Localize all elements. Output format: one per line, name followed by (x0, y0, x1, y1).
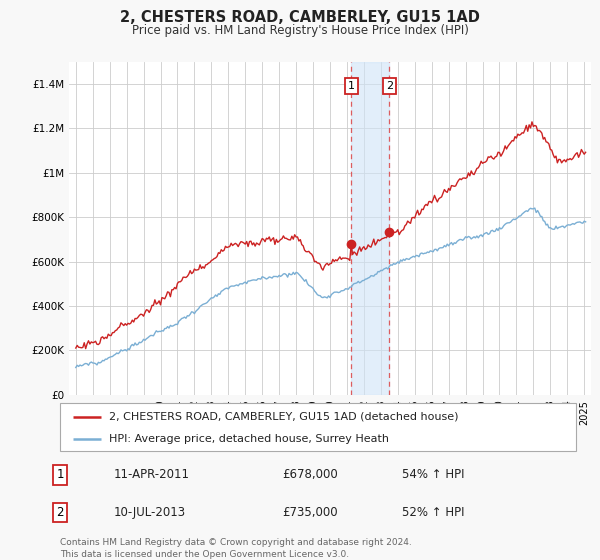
Text: 1: 1 (347, 81, 355, 91)
Text: £735,000: £735,000 (282, 506, 338, 519)
Text: Price paid vs. HM Land Registry's House Price Index (HPI): Price paid vs. HM Land Registry's House … (131, 24, 469, 36)
Text: 2: 2 (56, 506, 64, 519)
Text: 52% ↑ HPI: 52% ↑ HPI (402, 506, 464, 519)
Text: This data is licensed under the Open Government Licence v3.0.: This data is licensed under the Open Gov… (60, 550, 349, 559)
Text: £678,000: £678,000 (282, 468, 338, 482)
Text: 10-JUL-2013: 10-JUL-2013 (114, 506, 186, 519)
Bar (351, 62, 389, 395)
Text: Contains HM Land Registry data © Crown copyright and database right 2024.: Contains HM Land Registry data © Crown c… (60, 538, 412, 547)
Text: 2, CHESTERS ROAD, CAMBERLEY, GU15 1AD: 2, CHESTERS ROAD, CAMBERLEY, GU15 1AD (120, 10, 480, 25)
Text: 2: 2 (386, 81, 393, 91)
Text: 1: 1 (56, 468, 64, 482)
Text: 54% ↑ HPI: 54% ↑ HPI (402, 468, 464, 482)
Text: HPI: Average price, detached house, Surrey Heath: HPI: Average price, detached house, Surr… (109, 434, 389, 444)
Text: 2, CHESTERS ROAD, CAMBERLEY, GU15 1AD (detached house): 2, CHESTERS ROAD, CAMBERLEY, GU15 1AD (d… (109, 412, 458, 422)
Text: 11-APR-2011: 11-APR-2011 (114, 468, 190, 482)
FancyBboxPatch shape (60, 403, 576, 451)
